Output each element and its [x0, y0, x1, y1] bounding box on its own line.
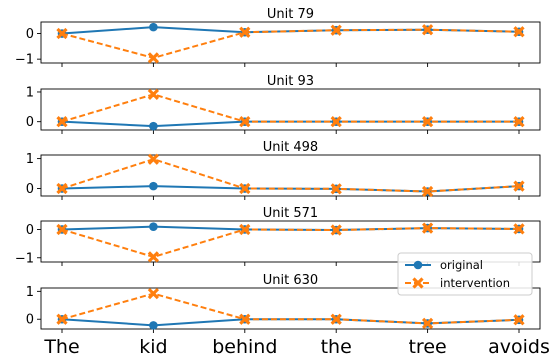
y-tick-label: 0 [26, 223, 34, 238]
x-tick-label: behind [212, 336, 277, 358]
series-line-intervention [61, 227, 520, 258]
point-intervention [147, 88, 160, 100]
series-line-intervention [61, 158, 520, 193]
point-intervention [147, 287, 160, 300]
point-intervention [513, 26, 525, 38]
point-intervention [56, 313, 68, 325]
x-tick-label: The [43, 336, 79, 358]
y-tick-label: −1 [15, 53, 34, 68]
point-intervention [239, 313, 251, 325]
subplot-0: Unit 79 0 −1 [15, 7, 541, 68]
point-intervention [239, 223, 251, 236]
point-intervention [421, 185, 434, 198]
subplot-title: Unit 93 [267, 74, 314, 89]
axes-frame [40, 88, 541, 131]
x-tick-labels-group: The kid behind the tree avoids [43, 336, 549, 358]
point-intervention [56, 182, 68, 195]
point-intervention [330, 313, 342, 325]
y-tick-label: 1 [26, 85, 34, 100]
point-intervention [330, 224, 342, 236]
point-intervention [239, 116, 251, 128]
legend-marker-original [413, 260, 423, 270]
point-intervention [421, 24, 434, 36]
point-intervention [513, 223, 525, 235]
legend-label-original: original [440, 258, 483, 272]
point-intervention [330, 183, 342, 195]
y-tick-label: −1 [15, 251, 34, 266]
subplot-4: Unit 630 1 0 [26, 273, 541, 333]
point-intervention [239, 182, 251, 195]
point-intervention [513, 314, 525, 326]
subplot-title: Unit 630 [263, 273, 318, 288]
subplot-1: Unit 93 1 0 [26, 74, 541, 134]
point-intervention [56, 27, 68, 40]
point-original [149, 321, 158, 330]
point-original [149, 121, 158, 131]
x-tick-label: tree [408, 336, 446, 358]
point-intervention [513, 180, 525, 192]
point-intervention [513, 116, 525, 128]
y-tick-label: 0 [26, 313, 34, 328]
point-original [149, 22, 158, 32]
subplots-group: Unit 79 0 −1 Unit 93 1 0 Unit 498 1 0 Unit 571 0 −1… [15, 7, 541, 333]
subplot-title: Unit 571 [263, 206, 318, 221]
axes-frame [40, 154, 541, 197]
x-tick-label: the [321, 336, 352, 358]
series-line-intervention [61, 93, 519, 123]
y-tick-label: 0 [26, 115, 34, 130]
legend-marker-intervention [412, 277, 424, 289]
point-original [149, 222, 158, 231]
point-intervention [421, 317, 434, 330]
axes-frame [40, 287, 541, 330]
point-intervention [330, 116, 342, 128]
point-intervention [56, 116, 68, 128]
point-intervention [239, 26, 251, 38]
subplot-3: Unit 571 0 −1 [15, 206, 541, 266]
series-line-intervention [61, 292, 520, 325]
point-intervention [147, 251, 160, 263]
subplot-title: Unit 79 [267, 7, 314, 22]
x-tick-label: kid [139, 336, 167, 358]
point-intervention [330, 24, 342, 36]
legend-box [397, 252, 533, 296]
point-intervention [56, 223, 68, 236]
subplot-2: Unit 498 1 0 [26, 140, 541, 200]
y-tick-label: 0 [26, 27, 34, 42]
axes-frame [40, 21, 541, 64]
legend: original intervention [397, 252, 533, 296]
subplot-title: Unit 498 [263, 140, 318, 155]
legend-label-intervention: intervention [440, 276, 510, 290]
point-intervention [147, 153, 160, 165]
point-intervention [147, 52, 160, 64]
point-intervention [421, 116, 434, 128]
point-original [149, 181, 158, 191]
axes-frame [40, 220, 541, 263]
point-intervention [421, 222, 434, 234]
series-line-intervention [61, 28, 520, 59]
y-tick-label: 1 [26, 285, 34, 300]
x-tick-label: avoids [488, 336, 549, 358]
y-tick-label: 1 [26, 152, 34, 167]
y-tick-label: 0 [26, 182, 34, 197]
